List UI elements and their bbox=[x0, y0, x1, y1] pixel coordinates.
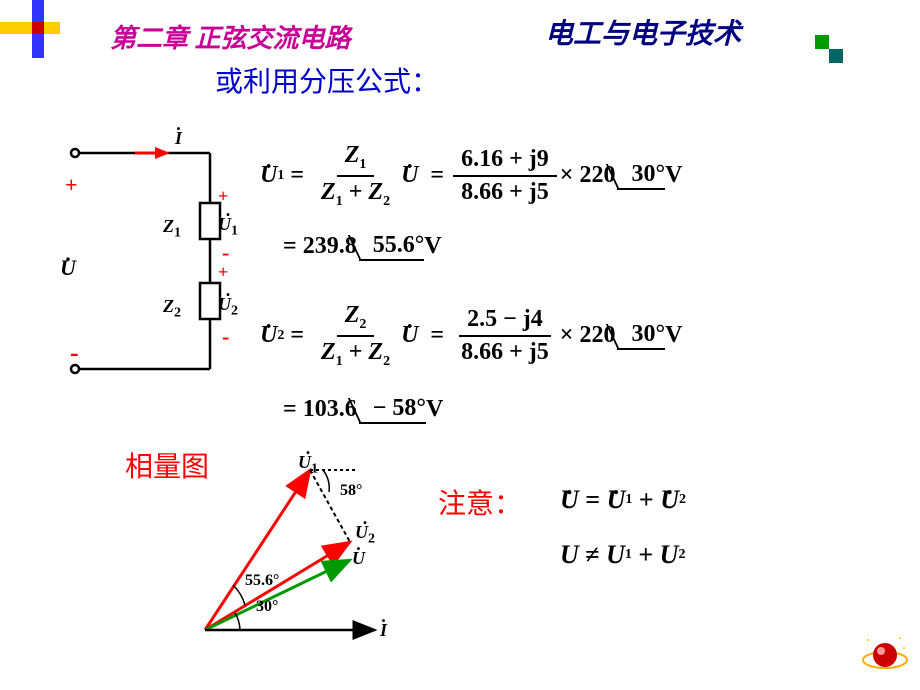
decoration-right bbox=[815, 35, 845, 65]
planet-icon bbox=[860, 630, 910, 680]
circuit-U2: U2 bbox=[218, 294, 238, 320]
circuit-U1: U1 bbox=[218, 214, 238, 240]
circuit-Z1: Z1 bbox=[163, 216, 181, 242]
equation-U1: U1 = Z1 Z1 + Z2 U = 6.16 + j9 8.66 + j5 … bbox=[260, 140, 682, 212]
circuit-diagram bbox=[60, 135, 240, 385]
note-eq2: U ≠ U1 + U2 bbox=[560, 540, 685, 570]
phasor-I: I bbox=[380, 620, 387, 641]
circuit-plus-U: + bbox=[65, 172, 78, 198]
course-title: 电工与电子技术 bbox=[545, 12, 741, 52]
circuit-U: U bbox=[60, 255, 76, 281]
circuit-I: I bbox=[175, 128, 182, 149]
phasor-U1: U1 bbox=[298, 452, 318, 478]
phasor-ang-55: 55.6° bbox=[245, 572, 279, 590]
subtitle: 或利用分压公式： bbox=[215, 60, 439, 100]
equation-U2-result: = 103.6 − 58°V bbox=[283, 395, 443, 424]
equation-U1-result: = 239.8 55.6°V bbox=[283, 232, 442, 261]
chapter-title: 第二章 正弦交流电路 bbox=[110, 18, 351, 55]
note-eq1: U = U1 + U2 bbox=[560, 485, 686, 515]
circuit-Z2: Z2 bbox=[163, 296, 181, 322]
circuit-minus-U2: - bbox=[222, 324, 229, 350]
note-label: 注意： bbox=[438, 482, 522, 522]
decoration-left bbox=[0, 0, 110, 60]
phasor-ang-58: 58° bbox=[340, 482, 362, 500]
equation-U2: U2 = Z2 Z1 + Z2 U = 2.5 − j4 8.66 + j5 ×… bbox=[260, 300, 682, 372]
phasor-U: U bbox=[352, 548, 365, 569]
phasor-ang-30: 30° bbox=[256, 598, 278, 616]
circuit-minus-U: - bbox=[70, 338, 79, 368]
